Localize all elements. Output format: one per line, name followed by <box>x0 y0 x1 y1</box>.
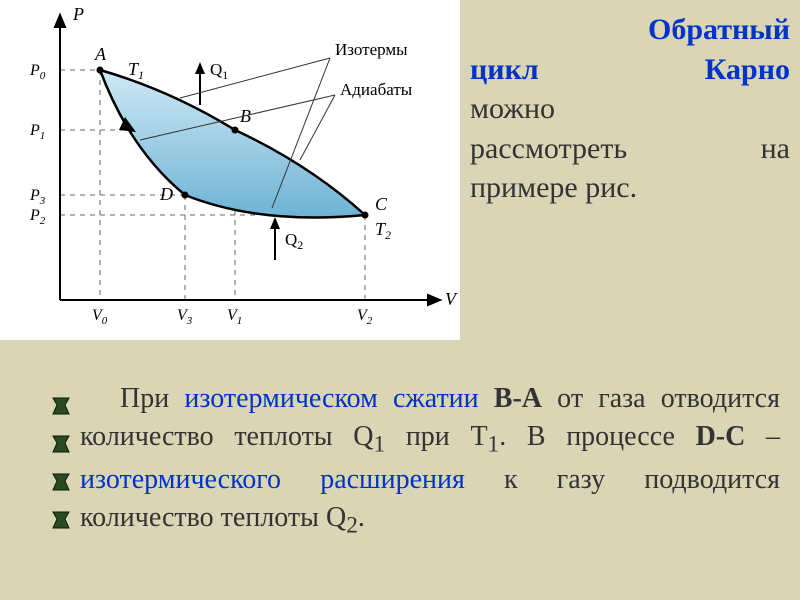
svg-text:Q1: Q1 <box>210 60 228 82</box>
bottom-paragraph: При изотермическом сжатии B-A от газа от… <box>80 380 780 542</box>
bullet-icon <box>50 509 72 531</box>
svg-text:Адиабаты: Адиабаты <box>340 80 413 99</box>
word-rassmotret: рассмотреть <box>470 129 627 169</box>
axis-label-v: V <box>445 289 458 309</box>
svg-text:V1: V1 <box>227 307 242 327</box>
svg-text:A: A <box>94 44 107 64</box>
x-ticks: V0 V3 V1 V2 <box>92 307 373 327</box>
q2-arrow: Q2 <box>270 217 303 260</box>
svg-text:V2: V2 <box>357 307 373 327</box>
svg-text:C: C <box>375 194 388 214</box>
label-t1: T1 <box>128 59 144 82</box>
carnot-svg: P V P0 P1 P3 P2 V0 V3 V1 V2 A B <box>0 0 460 340</box>
svg-text:V0: V0 <box>92 307 108 327</box>
q1-arrow: Q1 <box>195 60 228 105</box>
y-ticks: P0 P1 P3 P2 <box>29 62 46 227</box>
word-mozhno: можно <box>470 89 555 129</box>
bullet-icon <box>50 433 72 455</box>
bullet-icon <box>50 471 72 493</box>
title-carnot: Карно <box>705 50 790 90</box>
hl-isothermal-compression: изотермическом сжатии <box>184 383 478 414</box>
carnot-diagram: P V P0 P1 P3 P2 V0 V3 V1 V2 A B <box>0 0 460 340</box>
svg-text:Q2: Q2 <box>285 230 303 252</box>
bullet-icon <box>50 395 72 417</box>
svg-text:P0: P0 <box>29 62 46 82</box>
hl-isothermal-expansion: изотермического расширения <box>80 464 465 495</box>
title-reverse: Обратный <box>648 10 790 50</box>
cycle-fill <box>100 70 365 218</box>
svg-text:P3: P3 <box>29 187 46 207</box>
word-primere: примере рис. <box>470 168 790 208</box>
right-text-block: Обратный цикл Карно можно рассмотреть на… <box>470 10 790 208</box>
svg-text:D: D <box>159 184 173 204</box>
svg-text:P2: P2 <box>29 207 46 227</box>
axis-label-p: P <box>72 4 84 24</box>
word-na: на <box>761 129 790 169</box>
svg-text:Изотермы: Изотермы <box>335 40 408 59</box>
svg-text:V3: V3 <box>177 307 193 327</box>
svg-text:P1: P1 <box>29 122 45 142</box>
label-t2: T2 <box>375 219 391 242</box>
slide-root: P V P0 P1 P3 P2 V0 V3 V1 V2 A B <box>0 0 800 600</box>
title-cycle: цикл <box>470 50 539 90</box>
